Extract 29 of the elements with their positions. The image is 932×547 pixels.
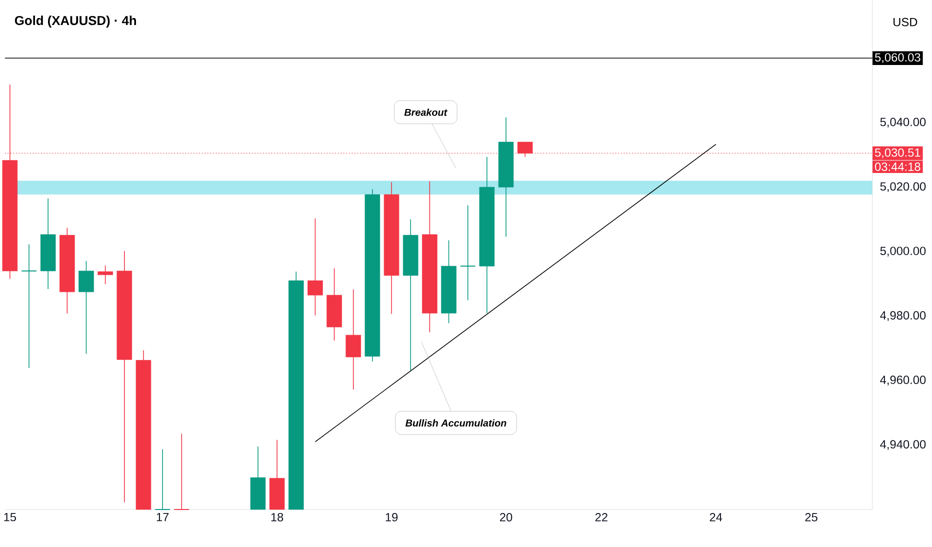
candlestick [21,244,37,368]
y-axis-title: USD [894,18,918,26]
text: 03:44:18 [874,162,920,171]
y-tick-label: 5,000.00 [880,246,926,256]
y-tick-label: 4,940.00 [880,440,926,450]
candlestick [346,288,361,390]
ref-line-label: 5,030.51 [875,148,920,158]
ref-line-label: 5,060.03 [875,53,920,63]
candlestick [174,433,190,510]
annotation: Breakout [404,108,448,116]
x-tick-label: 20 [500,512,512,522]
candlestick [460,204,476,301]
text: Gold (XAUUSD) · 4h [14,15,136,28]
y-tick-label: 5,020.00 [880,182,926,192]
x-tick-label: 19 [386,512,398,522]
candlestick [308,218,323,316]
annotation: Bullish Accumulation [406,419,506,426]
x-tick-label: 18 [271,512,284,522]
y-tick-label: 5,040.00 [880,118,926,128]
candlestick [98,264,113,284]
x-tick-label: 24 [710,512,722,522]
x-tick-label: 22 [595,512,608,522]
x-tick-label: 17 [156,512,169,522]
candlestick [154,448,170,510]
y-tick-label: 4,980.00 [880,311,926,321]
y-tick-label: 4,960.00 [880,376,926,386]
x-tick-label: 25 [805,512,818,522]
x-tick-label: 15 [4,512,16,522]
candlestick [78,260,94,354]
